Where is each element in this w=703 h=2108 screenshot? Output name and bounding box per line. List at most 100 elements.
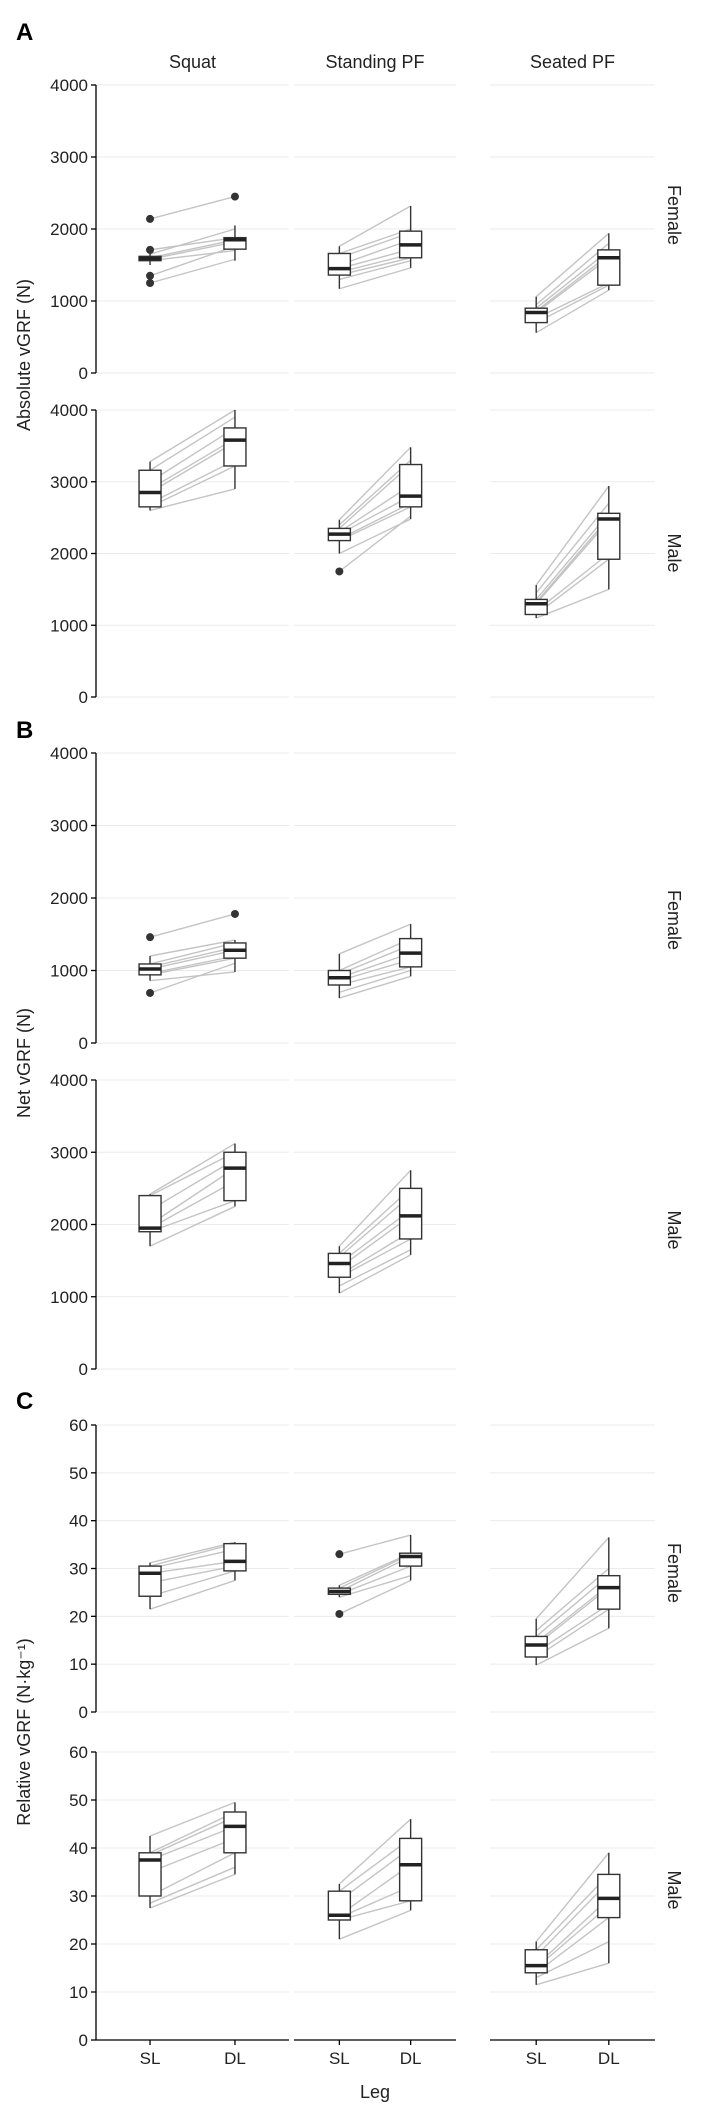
subject-line [339, 228, 411, 255]
subject-line [149, 1570, 236, 1597]
y-tick-label: 4000 [50, 1071, 88, 1090]
y-axis-title-a: Absolute vGRF (N) [14, 279, 34, 431]
y-tick-label: 3000 [50, 817, 88, 836]
subject-line [535, 232, 610, 298]
y-tick-label: 30 [69, 1887, 88, 1906]
box-b-female-squat-sl-outlier [146, 933, 155, 942]
subject-line [149, 441, 236, 494]
y-tick-label: 50 [69, 1464, 88, 1483]
subject-line [535, 1587, 610, 1646]
subject-line [535, 1917, 610, 1974]
box-a-female-squat-sl-outlier [146, 279, 155, 287]
subject-line [149, 942, 236, 965]
y-tick-label: 3000 [50, 1143, 88, 1162]
subject-line [149, 258, 236, 284]
subject-line [339, 1249, 411, 1287]
subject-line [535, 289, 610, 334]
y-tick-label: 2000 [50, 220, 88, 239]
y-tick-label: 60 [69, 1743, 88, 1762]
subject-line [339, 239, 411, 266]
box-c-male-seated-pf-dl-iqr [597, 1873, 621, 1919]
subject-line [535, 1608, 610, 1658]
y-tick-label: 20 [69, 1607, 88, 1626]
subject-line [149, 1142, 236, 1195]
subject-line [149, 1200, 236, 1233]
subject-line [339, 257, 411, 276]
subject-line [339, 1885, 411, 1919]
subject-line [149, 1560, 236, 1574]
subject-line [338, 1187, 412, 1254]
subject-line [535, 1603, 610, 1653]
subject-line [149, 438, 236, 490]
subject-line [149, 488, 236, 512]
box-a-male-squat-dl-iqr [223, 427, 247, 467]
box-c-female-squat-dl-iqr [223, 1542, 247, 1572]
subject-line [535, 284, 610, 324]
x-axis-title: Leg [360, 2082, 390, 2102]
subject-line [535, 254, 610, 312]
subject-line [149, 971, 236, 982]
subject-line [535, 1567, 610, 1632]
subject-line [339, 966, 411, 986]
subject-line [535, 1873, 610, 1951]
y-tick-label: 2000 [50, 545, 88, 564]
box-a-male-seated-pf-sl-iqr [524, 598, 548, 616]
y-tick-label: 10 [69, 1655, 88, 1674]
subject-line [149, 1205, 236, 1247]
subject-line [339, 1575, 411, 1598]
subject-line [149, 1816, 236, 1856]
subject-line [149, 1801, 236, 1837]
y-tick-label: 0 [79, 1034, 88, 1053]
y-tick-label: 1000 [50, 616, 88, 635]
subject-line [338, 515, 412, 572]
subject-line [149, 1825, 236, 1861]
subject-line [149, 1811, 236, 1854]
box-a-female-standing-pf-sl-iqr [327, 252, 352, 276]
subject-line [339, 1555, 411, 1593]
box-a-female-squat-sl-outlier [146, 271, 155, 280]
subject-line [535, 250, 610, 309]
box-c-male-standing-pf-sl-iqr [327, 1890, 352, 1921]
y-tick-label: 0 [79, 688, 88, 707]
subject-line [149, 949, 236, 970]
subject-line [149, 1180, 236, 1229]
subject-line [535, 257, 610, 314]
subject-line [535, 552, 610, 612]
subject-line [339, 205, 411, 247]
y-tick-label: 4000 [50, 744, 88, 763]
box-a-female-squat-sl-outlier [146, 245, 155, 254]
subject-line [535, 282, 610, 319]
facet-title-squat: Squat [169, 52, 216, 72]
subject-line [339, 969, 411, 993]
subject-line [536, 1962, 609, 1986]
subject-line [338, 1231, 412, 1276]
box-a-male-seated-pf-dl-iqr [597, 512, 621, 560]
y-tick-label: 40 [69, 1512, 88, 1531]
y-axis-title-c: Relative vGRF (N·kg⁻¹) [14, 1638, 34, 1826]
subject-line [339, 248, 411, 270]
subject-line [339, 1238, 411, 1278]
subject-line [535, 558, 610, 616]
subject-line [149, 1579, 236, 1610]
box-c-male-squat-dl-iqr [223, 1811, 247, 1854]
subject-line [535, 512, 610, 600]
subject-line [535, 242, 610, 306]
subject-line [535, 502, 610, 594]
subject-line [339, 502, 411, 540]
subject-line [535, 1940, 610, 1979]
subject-line [149, 939, 236, 957]
subject-line [535, 517, 610, 603]
y-tick-label: 10 [69, 1983, 88, 2002]
subject-line [149, 1852, 236, 1897]
box-a-female-squat-dl-outlier [230, 192, 239, 201]
panel-label-c: C [16, 1388, 33, 1415]
subject-line [339, 506, 411, 542]
subject-line [149, 249, 236, 262]
subject-line [339, 1534, 411, 1555]
subject-line [149, 955, 236, 975]
subject-line [339, 944, 411, 975]
y-tick-label: 30 [69, 1560, 88, 1579]
subject-line [535, 1536, 610, 1620]
y-tick-label: 4000 [50, 76, 88, 95]
